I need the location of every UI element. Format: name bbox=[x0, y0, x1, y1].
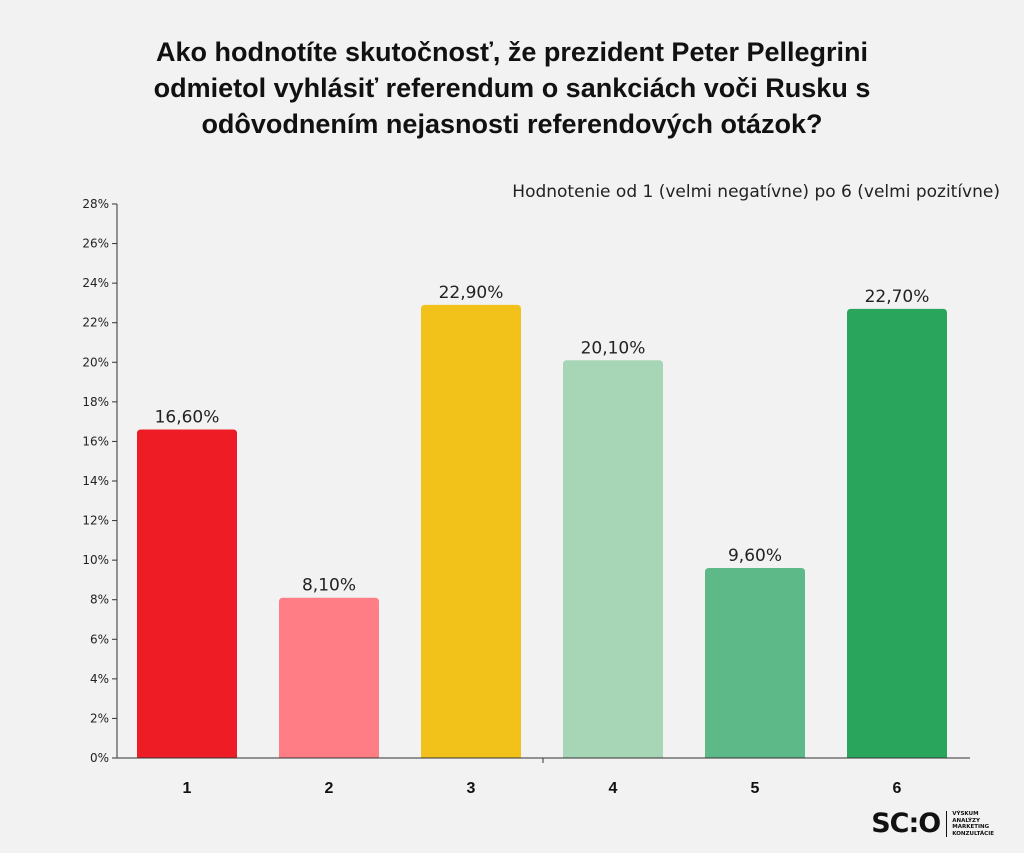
sc-logo: SC:O VÝSKUM ANALÝZY MARKETING KONZULTÁCI… bbox=[871, 809, 994, 839]
y-tick-label: 26% bbox=[82, 237, 109, 251]
y-tick-label: 6% bbox=[90, 632, 109, 646]
data-label-4: 20,10% bbox=[581, 338, 646, 358]
logo-tagline: VÝSKUM ANALÝZY MARKETING KONZULTÁCIE bbox=[952, 811, 994, 837]
bar-5 bbox=[705, 568, 805, 758]
bar-3 bbox=[421, 304, 521, 758]
logo-tagline-line: MARKETING bbox=[952, 824, 990, 830]
x-tick-label-3: 3 bbox=[467, 780, 476, 797]
bar-6 bbox=[847, 308, 947, 758]
bar-2 bbox=[279, 597, 379, 758]
logo-tagline-line: ANALÝZY bbox=[952, 817, 980, 824]
y-tick-label: 2% bbox=[90, 711, 109, 725]
y-tick-label: 4% bbox=[90, 672, 109, 686]
x-tick-label-6: 6 bbox=[893, 780, 902, 797]
x-tick-label-1: 1 bbox=[183, 780, 192, 797]
logo-mark: SC:O bbox=[871, 808, 941, 839]
y-tick-label: 0% bbox=[90, 751, 109, 765]
y-tick-label: 12% bbox=[82, 514, 109, 528]
data-label-1: 16,60% bbox=[155, 408, 220, 428]
logo-divider bbox=[946, 811, 948, 837]
y-tick-label: 18% bbox=[82, 395, 109, 409]
data-label-6: 22,70% bbox=[865, 287, 930, 307]
data-label-5: 9,60% bbox=[728, 546, 782, 566]
logo-tagline-line: KONZULTÁCIE bbox=[952, 830, 994, 837]
y-tick-label: 24% bbox=[82, 276, 109, 290]
y-tick-label: 22% bbox=[82, 316, 109, 330]
chart-title-line: odôvodnením nejasnosti referendových otá… bbox=[201, 109, 823, 139]
chart-title: Ako hodnotíte skutočnosť, že prezident P… bbox=[60, 34, 964, 142]
chart-subtitle: Hodnotenie od 1 (velmi negatívne) po 6 (… bbox=[512, 182, 1000, 202]
y-tick-label: 10% bbox=[82, 553, 109, 567]
y-tick-label: 20% bbox=[82, 355, 109, 369]
y-tick-label: 14% bbox=[82, 474, 109, 488]
x-tick-label-4: 4 bbox=[609, 780, 618, 797]
data-label-2: 8,10% bbox=[302, 576, 356, 596]
logo-tagline-line: VÝSKUM bbox=[952, 811, 979, 817]
y-tick-label: 16% bbox=[82, 434, 109, 448]
data-label-3: 22,90% bbox=[439, 283, 504, 303]
y-tick-label: 8% bbox=[90, 593, 109, 607]
chart-title-line: Ako hodnotíte skutočnosť, že prezident P… bbox=[155, 37, 869, 67]
chart-title-line: odmietol vyhlásiť referendum o sankciách… bbox=[153, 73, 871, 103]
bar-1 bbox=[137, 429, 237, 758]
y-tick-label: 28% bbox=[82, 197, 109, 211]
x-tick-label-2: 2 bbox=[325, 780, 334, 797]
x-tick-label-5: 5 bbox=[751, 780, 760, 797]
bar-4 bbox=[563, 360, 663, 758]
